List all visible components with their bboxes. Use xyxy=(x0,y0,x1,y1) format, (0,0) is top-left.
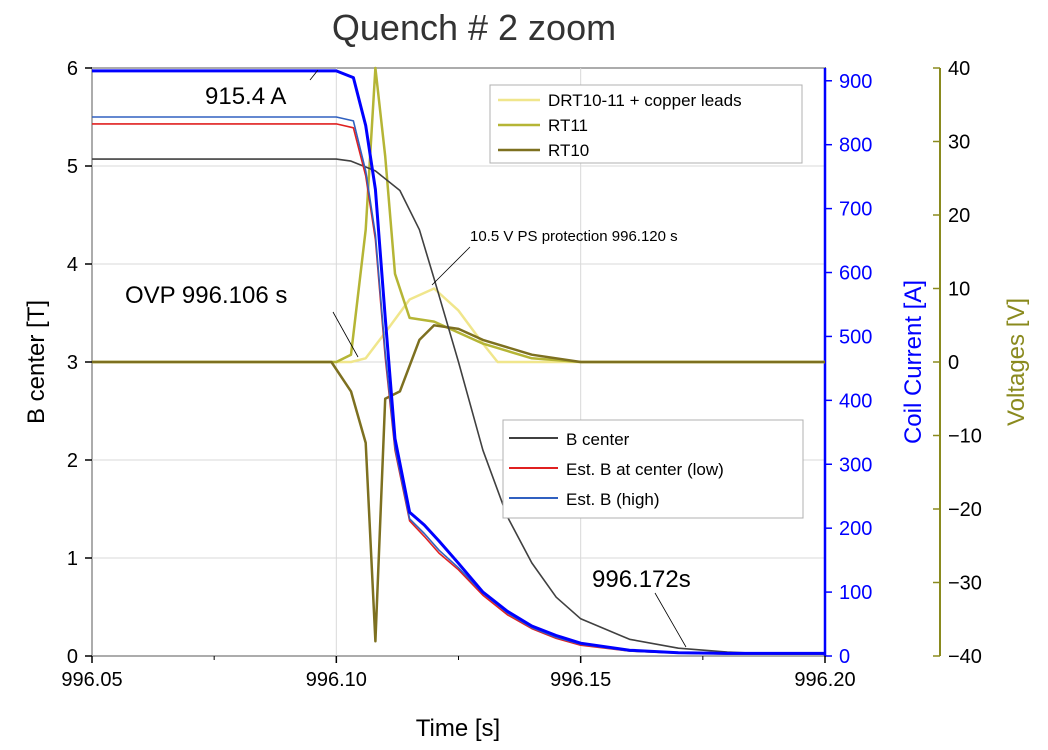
right1-tick-label-6: 600 xyxy=(839,263,872,285)
right1-tick-label-9: 900 xyxy=(839,71,872,93)
left-tick-label-2: 2 xyxy=(67,450,78,472)
right1-tick-label-2: 200 xyxy=(839,518,872,540)
right1-tick-label-7: 700 xyxy=(839,199,872,221)
current-peak-pointer xyxy=(309,69,319,81)
right2-tick-label-0: −40 xyxy=(948,646,982,668)
coil-current-axis: 0 100 200 300 400 500 600 700 800 900 xyxy=(823,68,872,668)
left-tick-label-5: 5 xyxy=(67,156,78,178)
voltage-legend-label-1: RT11 xyxy=(548,116,588,135)
right2-axis-title: Voltages [V] xyxy=(1003,298,1030,426)
left-tick-label-0: 0 xyxy=(67,646,78,668)
voltage-legend: DRT10-11 + copper leads RT11 RT10 xyxy=(489,84,803,164)
right2-tick-label-8: 40 xyxy=(948,58,970,80)
right2-tick-label-5: 10 xyxy=(948,279,970,301)
left-axis-title: B center [T] xyxy=(23,300,50,424)
left-tick-label-6: 6 xyxy=(67,58,78,80)
left-axis: 0 1 2 3 4 5 6 xyxy=(67,58,92,668)
x-tick-label-3: 996.20 xyxy=(794,669,855,691)
field-legend-label-1: Est. B at center (low) xyxy=(566,460,724,479)
end-time-label: 996.172s xyxy=(592,566,691,593)
right1-tick-label-0: 0 xyxy=(839,646,850,668)
ovp-pointer xyxy=(332,311,359,358)
right2-tick-label-4: 0 xyxy=(948,352,959,374)
right2-tick-label-7: 30 xyxy=(948,132,970,154)
series-layer xyxy=(92,66,825,655)
voltage-legend-label-0: DRT10-11 + copper leads xyxy=(548,91,742,110)
voltage-legend-box xyxy=(489,84,803,164)
series-line-3 xyxy=(92,158,825,655)
right2-tick-label-2: −20 xyxy=(948,499,982,521)
series-line-5 xyxy=(92,116,825,655)
right1-tick-label-8: 800 xyxy=(839,135,872,157)
series-line-2 xyxy=(92,324,825,643)
right1-tick-label-4: 400 xyxy=(839,390,872,412)
left-tick-label-1: 1 xyxy=(67,548,78,570)
series-line-1 xyxy=(92,66,825,364)
x-tick-label-1: 996.10 xyxy=(306,669,367,691)
right1-axis-title: Coil Current [A] xyxy=(900,280,927,444)
right1-tick-label-5: 500 xyxy=(839,326,872,348)
x-axis: 996.05 996.10 996.15 996.20 xyxy=(61,656,856,691)
left-tick-label-3: 3 xyxy=(67,352,78,374)
series-line-6 xyxy=(92,69,825,655)
end-time-pointer xyxy=(654,592,687,648)
voltage-legend-label-2: RT10 xyxy=(548,141,589,160)
right1-tick-label-3: 300 xyxy=(839,454,872,476)
annotations: 915.4 A OVP 996.106 s 10.5 V PS protecti… xyxy=(125,69,691,648)
right2-tick-label-3: −10 xyxy=(948,426,982,448)
x-axis-title: Time [s] xyxy=(416,715,500,742)
ovp-label: OVP 996.106 s xyxy=(125,282,287,309)
x-tick-label-2: 996.15 xyxy=(550,669,611,691)
ps-protection-pointer xyxy=(431,246,471,286)
x-tick-label-0: 996.05 xyxy=(61,669,122,691)
right2-tick-label-6: 20 xyxy=(948,205,970,227)
chart-title: Quench # 2 zoom xyxy=(332,7,616,48)
current-peak-label: 915.4 A xyxy=(205,83,286,110)
left-tick-label-4: 4 xyxy=(67,254,78,276)
right1-tick-label-1: 100 xyxy=(839,582,872,604)
field-legend-label-2: Est. B (high) xyxy=(566,490,660,509)
field-legend-label-0: B center xyxy=(566,430,630,449)
right2-tick-label-1: −30 xyxy=(948,573,982,595)
voltages-axis: −40 −30 −20 −10 0 10 20 30 40 xyxy=(933,58,982,668)
series-line-4 xyxy=(92,123,825,655)
series-line-0 xyxy=(92,287,825,364)
field-legend: B center Est. B at center (low) Est. B (hi… xyxy=(502,419,804,519)
ps-protection-label: 10.5 V PS protection 996.120 s xyxy=(470,228,678,245)
